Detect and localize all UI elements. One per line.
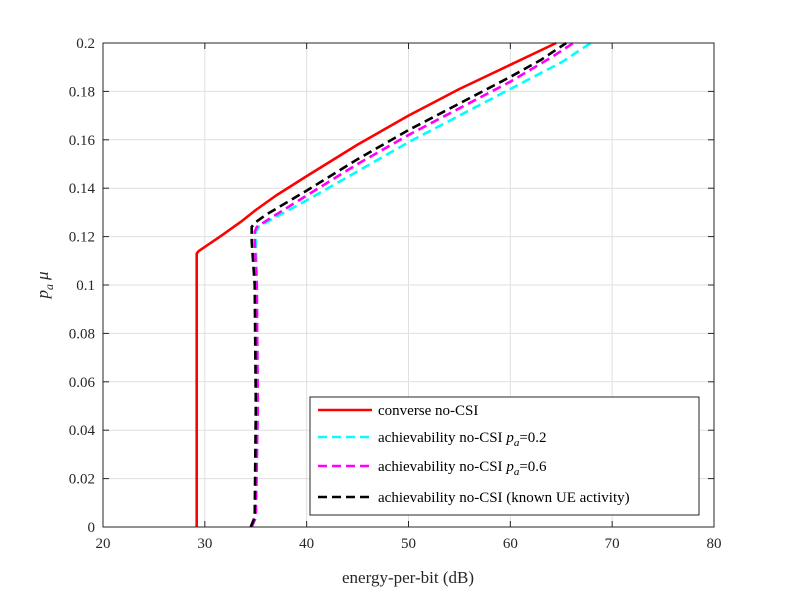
x-tick-labels: 20 30 40 50 60 70 80 — [96, 536, 722, 552]
y-tick-label: 0.06 — [69, 375, 96, 391]
y-tick-label: 0.16 — [69, 133, 96, 149]
grid-lines — [103, 43, 714, 527]
y-tick-labels: 0 0.02 0.04 0.06 0.08 0.1 0.12 0.14 0.16 0.18 0.2 — [69, 36, 96, 536]
x-tick-label: 20 — [96, 536, 111, 552]
y-tick-label: 0.14 — [69, 181, 96, 197]
legend-box — [309, 396, 700, 516]
x-tick-label: 50 — [401, 536, 416, 552]
x-tick-label: 30 — [197, 536, 212, 552]
axis-ticks — [102, 42, 715, 528]
series-line-1 — [195, 41, 557, 527]
legend-label-4: achievability no-CSI (known UE activity) — [378, 490, 630, 506]
y-axis-label-sub: a — [42, 284, 56, 290]
series-group — [195, 41, 592, 528]
y-tick-label: 0.02 — [69, 472, 95, 488]
y-axis-label: paμ — [33, 271, 56, 299]
legend-items: converse no-CSI achievability no-CSI pa=0… — [318, 403, 630, 506]
legend: converse no-CSI achievability no-CSI pa=0… — [309, 396, 700, 516]
legend-label-2: achievability no-CSI pa=0.2 — [378, 430, 547, 449]
x-tick-label: 70 — [605, 536, 620, 552]
y-axis-label-mu: μ — [33, 271, 52, 281]
y-tick-label: 0.04 — [69, 423, 96, 439]
series-line-3 — [250, 41, 575, 528]
legend-label-3: achievability no-CSI pa=0.6 — [378, 459, 547, 478]
x-axis-label: energy-per-bit (dB) — [342, 568, 474, 587]
y-tick-label: 0 — [88, 520, 96, 536]
y-tick-label: 0.08 — [69, 326, 95, 342]
y-tick-label: 0.1 — [76, 278, 95, 294]
y-axis-label-p: p — [33, 290, 52, 300]
series-line-4 — [249, 41, 568, 528]
x-tick-label: 60 — [503, 536, 518, 552]
x-tick-label: 80 — [707, 536, 722, 552]
x-tick-label: 40 — [299, 536, 314, 552]
y-tick-label: 0.12 — [69, 230, 95, 246]
y-tick-label: 0.18 — [69, 84, 95, 100]
legend-label-1: converse no-CSI — [378, 403, 478, 419]
y-tick-label: 0.2 — [76, 36, 95, 52]
